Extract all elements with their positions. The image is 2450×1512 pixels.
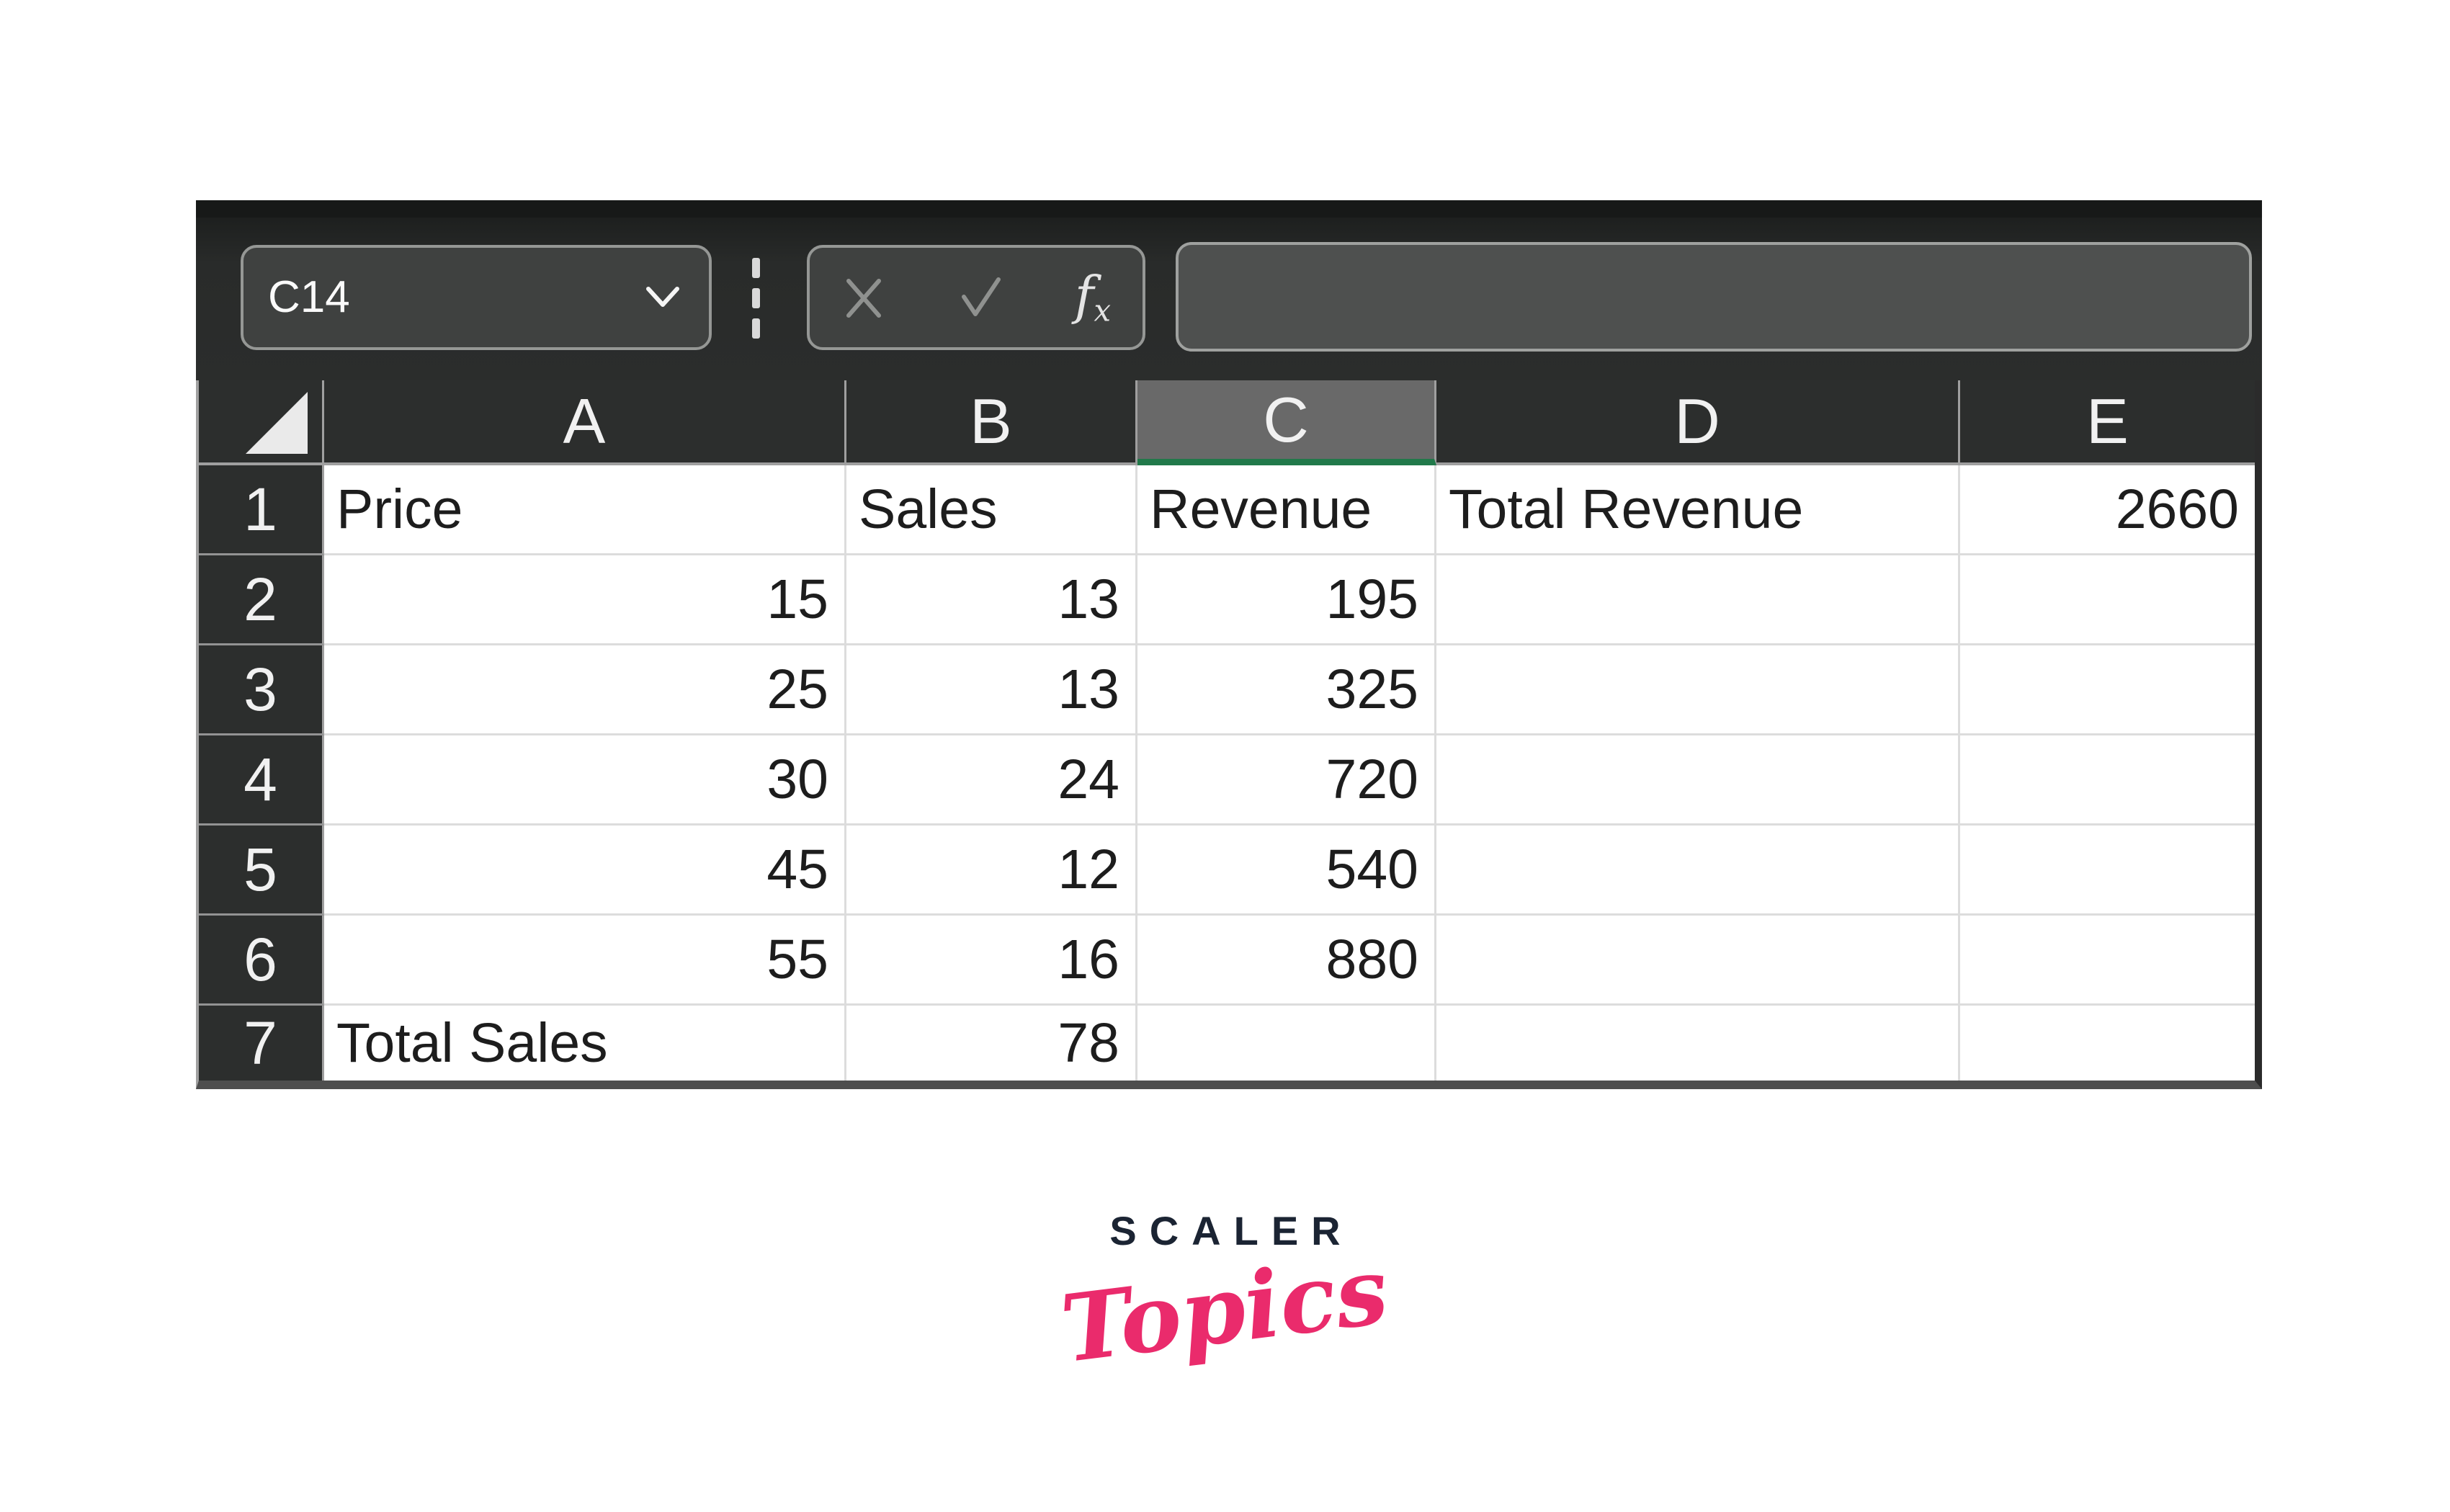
insert-function-icon[interactable]: fx <box>1074 264 1111 328</box>
select-all-triangle-icon <box>246 392 308 454</box>
confirm-icon[interactable] <box>958 275 1003 320</box>
cell-d6[interactable] <box>1436 916 1960 1006</box>
row-header-4[interactable]: 4 <box>199 735 324 826</box>
cell-d3[interactable] <box>1436 645 1960 735</box>
row-header-5[interactable]: 5 <box>199 826 324 916</box>
cell-b5[interactable]: 12 <box>846 826 1137 916</box>
column-header-b[interactable]: B <box>846 380 1137 465</box>
cell-c6[interactable]: 880 <box>1137 916 1436 1006</box>
cell-c4[interactable]: 720 <box>1137 735 1436 826</box>
name-box-value: C14 <box>268 272 350 322</box>
table-row: 7 Total Sales 78 <box>199 1006 2255 1081</box>
cell-e4[interactable] <box>1960 735 2255 826</box>
toolbar-separator-dots <box>752 258 760 339</box>
table-row: 4 30 24 720 <box>199 735 2255 826</box>
cell-e2[interactable] <box>1960 555 2255 645</box>
cell-d4[interactable] <box>1436 735 1960 826</box>
separator-dash <box>752 288 760 308</box>
cell-b2[interactable]: 13 <box>846 555 1137 645</box>
cell-b3[interactable]: 13 <box>846 645 1137 735</box>
cell-a7[interactable]: Total Sales <box>324 1006 846 1081</box>
row-header-1[interactable]: 1 <box>199 465 324 555</box>
cell-c7[interactable] <box>1137 1006 1436 1081</box>
table-row: 3 25 13 325 <box>199 645 2255 735</box>
spreadsheet-grid: A B C D E 1 Price Sales Revenue Total Re… <box>196 380 2262 1089</box>
table-row: 5 45 12 540 <box>199 826 2255 916</box>
logo-brand-text: SCALER <box>1109 1208 1354 1253</box>
select-all-button[interactable] <box>199 380 324 465</box>
cell-e1[interactable]: 2660 <box>1960 465 2255 555</box>
row-header-7[interactable]: 7 <box>199 1006 324 1081</box>
column-header-e[interactable]: E <box>1960 380 2255 465</box>
table-row: 1 Price Sales Revenue Total Revenue 2660 <box>199 465 2255 555</box>
row-header-6[interactable]: 6 <box>199 916 324 1006</box>
cell-c3[interactable]: 325 <box>1137 645 1436 735</box>
cell-e3[interactable] <box>1960 645 2255 735</box>
logo-sub-text: Topics <box>1055 1236 1394 1384</box>
cell-e6[interactable] <box>1960 916 2255 1006</box>
cell-d5[interactable] <box>1436 826 1960 916</box>
cell-c1[interactable]: Revenue <box>1137 465 1436 555</box>
cell-b6[interactable]: 16 <box>846 916 1137 1006</box>
cell-a3[interactable]: 25 <box>324 645 846 735</box>
name-box[interactable]: C14 <box>241 245 712 350</box>
formula-buttons-group: fx <box>807 245 1145 350</box>
cell-c2[interactable]: 195 <box>1137 555 1436 645</box>
window-top-edge <box>196 200 2262 218</box>
row-header-3[interactable]: 3 <box>199 645 324 735</box>
cell-b1[interactable]: Sales <box>846 465 1137 555</box>
chevron-down-icon[interactable] <box>644 285 681 310</box>
cell-d1[interactable]: Total Revenue <box>1436 465 1960 555</box>
formula-bar-input[interactable] <box>1176 242 2252 352</box>
column-header-c-selected[interactable]: C <box>1137 380 1436 465</box>
separator-dash <box>752 318 760 339</box>
cell-e7[interactable] <box>1960 1006 2255 1081</box>
cell-a4[interactable]: 30 <box>324 735 846 826</box>
cell-d7[interactable] <box>1436 1006 1960 1081</box>
cancel-icon[interactable] <box>841 275 886 320</box>
cell-a1[interactable]: Price <box>324 465 846 555</box>
cell-b7[interactable]: 78 <box>846 1006 1137 1081</box>
cell-a2[interactable]: 15 <box>324 555 846 645</box>
cell-a5[interactable]: 45 <box>324 826 846 916</box>
column-header-a[interactable]: A <box>324 380 846 465</box>
cell-d2[interactable] <box>1436 555 1960 645</box>
separator-dash <box>752 258 760 278</box>
table-row: 2 15 13 195 <box>199 555 2255 645</box>
cell-e5[interactable] <box>1960 826 2255 916</box>
column-header-row: A B C D E <box>199 380 2255 465</box>
cell-b4[interactable]: 24 <box>846 735 1137 826</box>
table-row: 6 55 16 880 <box>199 916 2255 1006</box>
spreadsheet-window: C14 fx A <box>196 200 2262 1089</box>
cell-c5[interactable]: 540 <box>1137 826 1436 916</box>
column-header-d[interactable]: D <box>1436 380 1960 465</box>
formula-toolbar: C14 fx <box>196 200 2262 380</box>
cell-a6[interactable]: 55 <box>324 916 846 1006</box>
scaler-topics-logo: SCALER Topics <box>0 1207 2450 1384</box>
row-header-2[interactable]: 2 <box>199 555 324 645</box>
